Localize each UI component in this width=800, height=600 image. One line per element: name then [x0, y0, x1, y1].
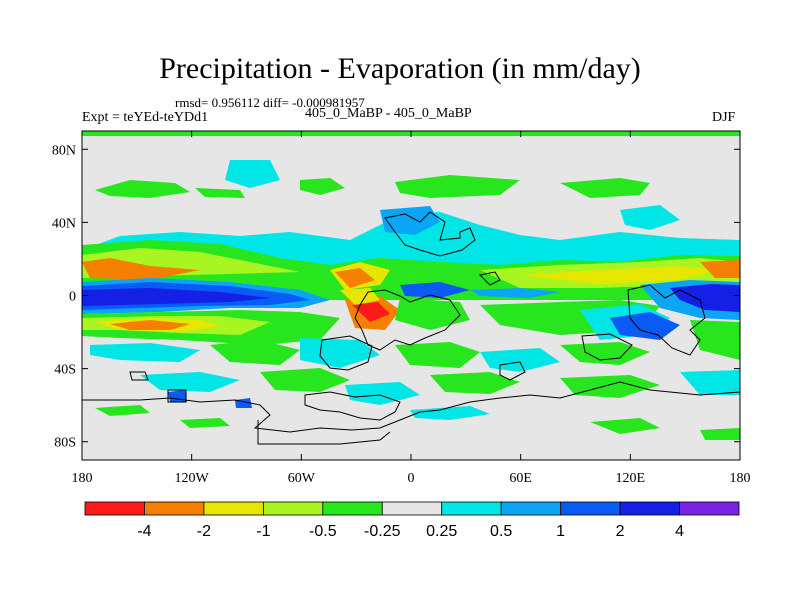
colorbar: -4 -2 -1 -0.5 -0.25 0.25 0.5 1 2 4: [84, 501, 740, 540]
colorbar-label: -4: [137, 523, 151, 540]
colorbar-box: [322, 501, 383, 516]
colorbar-label: 2: [616, 523, 625, 540]
colorbar-box: [500, 501, 562, 516]
colorbar-box: [144, 501, 205, 516]
colorbar-box: [441, 501, 502, 516]
colorbar-label: -1: [256, 523, 270, 540]
y-tick-label: 80N: [52, 143, 76, 158]
colorbar-box: [381, 501, 443, 516]
x-tick-label: 60W: [288, 471, 316, 486]
y-tick-label: 80S: [54, 436, 76, 451]
y-tick-label: 40S: [54, 363, 76, 378]
colorbar-label: 0.5: [490, 523, 512, 540]
x-tick-label: 180: [730, 471, 751, 486]
map-field: [82, 131, 740, 460]
colorbar-label: 0.25: [426, 523, 457, 540]
runs-label: 405_0_MaBP - 405_0_MaBP: [305, 106, 472, 121]
x-tick-label: 0: [408, 471, 415, 486]
colorbar-box: [560, 501, 621, 516]
x-tick-label: 120E: [616, 471, 646, 486]
colorbar-box: [619, 501, 680, 516]
colorbar-box: [262, 501, 324, 516]
x-tick-label: 180: [72, 471, 93, 486]
axes: 180 120W 60W 0 60E 120E 180 80N 40N 0 40S 80S: [52, 131, 751, 486]
colorbar-label: -0.25: [364, 523, 401, 540]
x-tick-label: 60E: [509, 471, 532, 486]
colorbar-label: -0.5: [309, 523, 337, 540]
colorbar-box: [84, 501, 145, 516]
chart-title: Precipitation - Evaporation (in mm/day): [159, 52, 641, 85]
experiment-label: Expt = teYEd-teYDd1: [82, 110, 209, 125]
continent-outlines: [82, 211, 740, 445]
colorbar-label: 1: [556, 523, 565, 540]
season-label: DJF: [712, 110, 736, 125]
colorbar-label: -2: [197, 523, 211, 540]
stats-text: rmsd= 0.956112 diff= -0.000981957: [175, 95, 365, 110]
colorbar-label: 4: [675, 523, 684, 540]
y-tick-label: 40N: [52, 216, 76, 231]
colorbar-box: [203, 501, 264, 516]
y-tick-label: 0: [69, 290, 76, 305]
x-tick-label: 120W: [175, 471, 210, 486]
colorbar-box: [679, 501, 740, 516]
